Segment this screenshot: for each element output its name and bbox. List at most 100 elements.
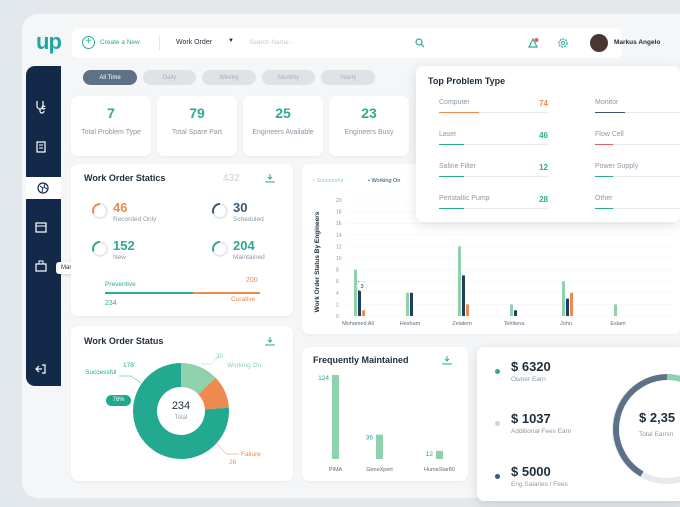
progress-ring-icon xyxy=(92,241,108,257)
card-title: Frequently Maintained xyxy=(313,355,409,365)
legend-failure-label: Failure xyxy=(241,451,261,458)
bar[interactable] xyxy=(410,292,413,316)
stat-card: 7 Total Problem Type xyxy=(71,96,151,156)
total-count: 432 xyxy=(223,173,240,184)
plus-icon[interactable]: + xyxy=(82,36,95,49)
total-earning-amount: $ 2,35 xyxy=(639,410,676,425)
calendar-icon[interactable] xyxy=(34,220,52,238)
stat-card: 23 Engineers Busy xyxy=(329,96,409,156)
avatar[interactable] xyxy=(590,34,608,52)
earning-dot xyxy=(495,369,500,374)
freq-bar[interactable] xyxy=(332,375,339,459)
freq-bar[interactable] xyxy=(436,450,443,459)
globe-icon[interactable] xyxy=(36,181,50,195)
donut-slice-working-on[interactable] xyxy=(181,363,216,395)
problem-bar-fill xyxy=(439,176,464,177)
filter-daily[interactable]: Daily xyxy=(143,70,196,85)
bar[interactable] xyxy=(566,298,569,316)
app-logo[interactable]: up xyxy=(36,29,62,54)
search-icon[interactable] xyxy=(415,38,425,48)
sidebar-active-item[interactable] xyxy=(26,177,61,199)
statics-label: Scheduled xyxy=(233,216,264,223)
problem-value: 12 xyxy=(539,163,548,172)
problem-bar xyxy=(439,144,549,145)
bar-annotation: 3 xyxy=(360,284,363,290)
stat-value: 79 xyxy=(189,105,205,121)
document-icon[interactable] xyxy=(34,140,52,158)
frequently-maintained-card: Frequently Maintained 124 PIMA 36 GeneXpert… xyxy=(302,347,468,481)
problem-bar-fill xyxy=(595,112,625,113)
briefcase-icon[interactable] xyxy=(34,259,52,277)
legend-successful-value: 178 xyxy=(123,362,134,369)
y-tick-label: 20 xyxy=(336,198,342,204)
stat-label: Engineers Busy xyxy=(344,129,394,136)
y-tick-label: 0 xyxy=(336,314,339,320)
earnings-ring xyxy=(612,374,680,484)
problem-name: Saline Filter xyxy=(439,163,476,170)
bar[interactable] xyxy=(354,269,357,316)
earning-amount: $ 5000 xyxy=(511,464,551,479)
stat-value: 7 xyxy=(107,105,115,121)
download-icon[interactable] xyxy=(442,355,452,365)
x-tick-label: Tehitena xyxy=(504,321,526,327)
problem-bar xyxy=(439,176,549,177)
problem-value: 74 xyxy=(539,99,548,108)
earning-dot xyxy=(495,421,500,426)
chevron-down-icon[interactable]: ▼ xyxy=(228,38,234,44)
earning-dot xyxy=(495,474,500,479)
total-earning-label: Total Earnin xyxy=(639,431,674,438)
filter-monthly[interactable]: Monthly xyxy=(262,70,315,85)
leader-line xyxy=(201,355,220,365)
notification-icon[interactable] xyxy=(527,37,539,49)
legend-working-on-value: 30 xyxy=(216,353,224,360)
problem-value: 46 xyxy=(539,131,548,140)
donut-slice-successful[interactable] xyxy=(133,363,229,459)
bar[interactable] xyxy=(614,304,617,316)
user-name[interactable]: Markus Angelo xyxy=(614,39,661,46)
search-input[interactable]: Search Name... xyxy=(249,39,295,46)
donut-slice-failure[interactable] xyxy=(198,377,229,410)
statics-value: 30 xyxy=(233,200,248,215)
card-title: Work Order Status xyxy=(84,336,164,346)
filter-yearly[interactable]: Yearly xyxy=(321,70,375,85)
statics-value: 204 xyxy=(233,238,255,253)
legend-working-on-label: Working On xyxy=(227,362,262,369)
divider xyxy=(159,36,160,50)
problem-name: Monitor xyxy=(595,99,619,106)
bar[interactable] xyxy=(466,304,469,316)
stat-value: 25 xyxy=(275,105,291,121)
bar[interactable] xyxy=(562,281,565,316)
legend-successful-label: Successful xyxy=(85,369,117,376)
donut-center xyxy=(158,388,204,434)
x-tick-label: Eslam xyxy=(610,321,626,327)
bar[interactable] xyxy=(362,310,365,316)
work-order-statics-card: Work Order Statics 432 46 Recorded Only 30… xyxy=(71,164,293,316)
bar[interactable] xyxy=(510,304,513,316)
logout-icon[interactable] xyxy=(34,362,52,380)
leader-line xyxy=(119,375,142,384)
gear-icon[interactable] xyxy=(557,37,569,49)
freq-bar[interactable] xyxy=(376,434,383,459)
earning-label: Additional Fees Earn xyxy=(511,428,572,435)
problem-bar xyxy=(595,144,680,145)
stethoscope-icon[interactable] xyxy=(34,99,52,117)
bar[interactable] xyxy=(458,246,461,316)
top-bar: + Create a New Work Order ▼ Search Name.… xyxy=(72,28,622,58)
work-order-dropdown[interactable]: Work Order xyxy=(176,39,213,46)
download-icon[interactable] xyxy=(265,173,275,183)
bar[interactable] xyxy=(462,275,465,316)
create-new-button[interactable]: Create a New xyxy=(100,39,140,46)
sidebar xyxy=(26,66,61,386)
filter-all-time[interactable]: All Time xyxy=(83,70,137,85)
filter-weekly[interactable]: Weekly xyxy=(202,70,256,85)
y-tick-label: 16 xyxy=(336,221,342,227)
bar[interactable] xyxy=(514,310,517,316)
freq-name: HumaStar80 xyxy=(424,467,455,473)
bar[interactable] xyxy=(406,292,409,316)
percent-badge: 76% xyxy=(106,395,131,406)
download-icon[interactable] xyxy=(265,336,275,346)
progress-ring-icon xyxy=(92,203,108,219)
bar[interactable] xyxy=(570,292,573,316)
x-tick-label: John xyxy=(560,321,572,327)
